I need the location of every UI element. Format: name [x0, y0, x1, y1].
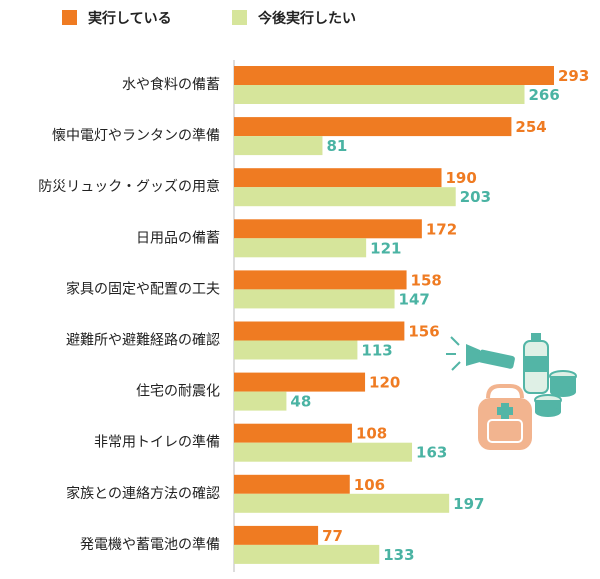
- value-label: 158: [411, 271, 442, 289]
- legend-swatch-0: [62, 10, 77, 25]
- category-label: 発電機や蓄電池の準備: [80, 537, 220, 553]
- legend-swatch-1: [232, 10, 247, 25]
- legend-label-1: 今後実行したい: [257, 10, 356, 27]
- category-label: 避難所や避難経路の確認: [66, 333, 220, 349]
- category-label: 非常用トイレの準備: [94, 435, 220, 451]
- category-label: 日用品の備蓄: [136, 230, 220, 246]
- value-label: 147: [399, 290, 430, 308]
- value-label: 106: [354, 476, 385, 494]
- bar-doing: [234, 423, 352, 443]
- bar-doing: [234, 270, 407, 290]
- value-label: 190: [446, 169, 477, 187]
- bar-planned: [234, 544, 380, 564]
- value-label: 163: [416, 444, 447, 462]
- supplies-illustration: [446, 333, 577, 450]
- value-label: 77: [322, 527, 343, 545]
- bar-doing: [234, 321, 405, 341]
- value-label: 120: [369, 374, 400, 392]
- bar-doing: [234, 66, 554, 85]
- bar-doing: [234, 372, 366, 392]
- value-label: 254: [515, 118, 546, 136]
- bar-planned: [234, 136, 323, 156]
- bar-planned: [234, 289, 395, 309]
- value-label: 203: [460, 188, 491, 206]
- backpack-icon: [478, 384, 532, 450]
- category-label: 家具の固定や配置の工夫: [66, 280, 220, 297]
- value-label: 172: [426, 220, 457, 238]
- bar-planned: [234, 238, 367, 258]
- category-label: 家族との連絡方法の確認: [66, 485, 220, 502]
- bar-doing: [234, 474, 350, 494]
- category-label: 懐中電灯やランタンの準備: [52, 127, 220, 144]
- bar-planned: [234, 442, 413, 462]
- category-label: 住宅の耐震化: [136, 384, 220, 400]
- bar-planned: [234, 187, 456, 207]
- category-label: 防災リュック・グッズの用意: [38, 178, 220, 195]
- legend-label-0: 実行している: [88, 10, 172, 27]
- value-label: 156: [408, 323, 439, 341]
- value-label: 108: [356, 425, 387, 443]
- bar-doing: [234, 168, 442, 188]
- value-label: 293: [558, 67, 589, 85]
- bar-planned: [234, 391, 287, 411]
- bar-planned: [234, 340, 358, 360]
- value-label: 133: [383, 546, 414, 564]
- value-label: 113: [361, 342, 392, 360]
- value-label: 81: [326, 137, 347, 155]
- value-label: 121: [370, 239, 401, 257]
- bar-doing: [234, 219, 422, 239]
- category-label: 水や食料の備蓄: [122, 76, 220, 93]
- value-label: 266: [529, 86, 560, 104]
- value-label: 48: [290, 393, 311, 411]
- water-bottle-icon: [523, 333, 549, 394]
- legend: 実行している 今後実行したい: [62, 10, 356, 27]
- bar-planned: [234, 85, 525, 104]
- value-label: 197: [453, 495, 484, 513]
- bar-planned: [234, 493, 450, 513]
- bar-doing: [234, 525, 319, 545]
- canned-food-icon: [534, 370, 577, 417]
- flashlight-icon: [446, 336, 515, 371]
- bar-doing: [234, 117, 512, 137]
